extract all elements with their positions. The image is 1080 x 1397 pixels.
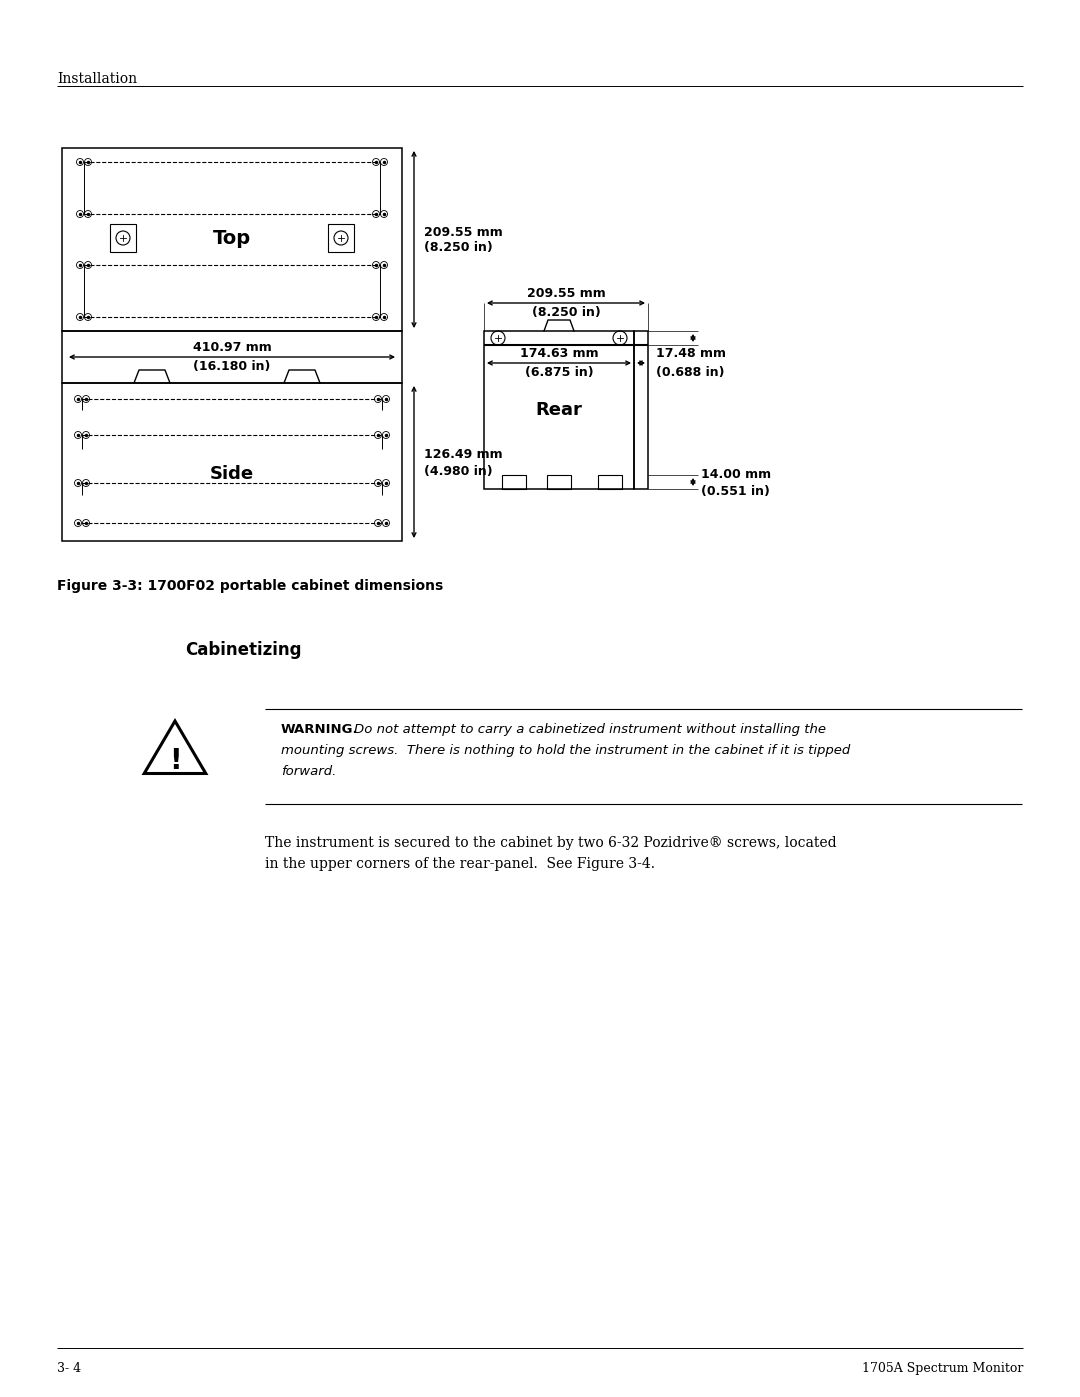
Text: (0.688 in): (0.688 in) [656, 366, 725, 379]
Bar [502, 475, 526, 489]
Text: 1705A Spectrum Monitor: 1705A Spectrum Monitor [862, 1362, 1023, 1375]
Text: !: ! [168, 747, 181, 775]
Text: (0.551 in): (0.551 in) [701, 485, 770, 497]
Bar [110, 224, 136, 251]
Text: 209.55 mm: 209.55 mm [424, 225, 503, 239]
Text: (16.180 in): (16.180 in) [193, 360, 271, 373]
Text: Top: Top [213, 229, 251, 249]
Text: WARNING.: WARNING. [281, 724, 359, 736]
Text: Installation: Installation [57, 73, 137, 87]
Text: (8.250 in): (8.250 in) [424, 242, 492, 254]
Text: Cabinetizing: Cabinetizing [185, 641, 301, 659]
Text: Rear: Rear [536, 401, 582, 419]
Bar [546, 475, 571, 489]
Text: (8.250 in): (8.250 in) [531, 306, 600, 319]
Text: 14.00 mm: 14.00 mm [701, 468, 771, 482]
Text: 209.55 mm: 209.55 mm [527, 286, 606, 300]
Bar [62, 148, 402, 331]
Bar [328, 224, 354, 251]
Text: Side: Side [210, 465, 254, 483]
Text: The instrument is secured to the cabinet by two 6‑32 Pozidrive® screws, located: The instrument is secured to the cabinet… [265, 835, 837, 849]
Text: 410.97 mm: 410.97 mm [192, 341, 271, 353]
Text: 126.49 mm: 126.49 mm [424, 448, 502, 461]
Text: Figure 3-3: 1700F02 portable cabinet dimensions: Figure 3-3: 1700F02 portable cabinet dim… [57, 578, 443, 592]
Bar [598, 475, 622, 489]
Text: (6.875 in): (6.875 in) [525, 366, 593, 379]
Text: 17.48 mm: 17.48 mm [656, 346, 726, 360]
Bar [62, 383, 402, 541]
Text: forward.: forward. [281, 766, 336, 778]
Text: 3- 4: 3- 4 [57, 1362, 81, 1375]
Bar [62, 331, 402, 383]
Text: Do not attempt to carry a cabinetized instrument without installing the: Do not attempt to carry a cabinetized in… [354, 724, 826, 736]
Text: 174.63 mm: 174.63 mm [519, 346, 598, 360]
Text: mounting screws.  There is nothing to hold the instrument in the cabinet if it i: mounting screws. There is nothing to hol… [281, 745, 850, 757]
Bar [484, 331, 634, 489]
Bar [634, 331, 648, 489]
Text: (4.980 in): (4.980 in) [424, 464, 492, 478]
Text: in the upper corners of the rear-panel.  See Figure 3-4.: in the upper corners of the rear-panel. … [265, 856, 654, 870]
